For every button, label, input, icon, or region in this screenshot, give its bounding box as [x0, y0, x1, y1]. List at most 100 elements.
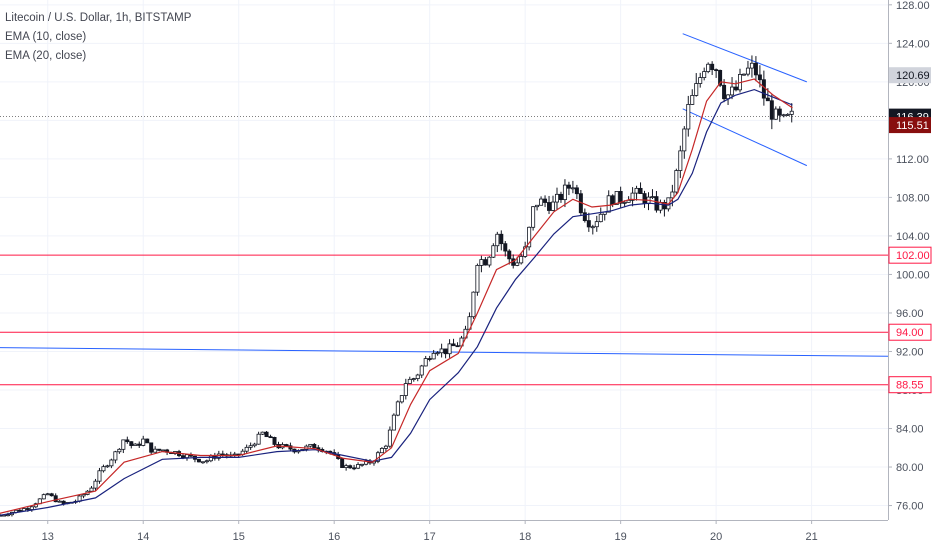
candle-body	[29, 506, 34, 510]
candle-body	[272, 437, 277, 445]
candle-body	[61, 500, 66, 505]
candle-body	[356, 464, 361, 469]
candle-body	[41, 494, 46, 500]
candle-body	[57, 500, 62, 503]
y-tick-label: 128.00	[896, 0, 930, 12]
candle-body	[507, 250, 512, 260]
candle-body	[435, 352, 440, 355]
candle-body	[344, 465, 349, 468]
candle-body	[547, 202, 552, 211]
x-tick-label: 19	[615, 531, 627, 543]
candle-body	[535, 204, 540, 208]
candle-body	[586, 220, 591, 228]
candle-body	[765, 97, 770, 102]
level-badge-label: 94.00	[896, 327, 924, 339]
candle-body	[698, 77, 703, 84]
candle-body	[340, 458, 345, 468]
candle-body	[642, 193, 647, 205]
level-badge-label: 88.55	[896, 380, 924, 392]
candle-body	[551, 201, 556, 211]
y-tick-label: 124.00	[896, 38, 930, 50]
candle-body	[519, 256, 524, 264]
candle-body	[260, 431, 265, 435]
candle-body	[582, 212, 587, 222]
y-tick-label: 96.00	[896, 308, 924, 320]
candle-body	[483, 259, 488, 266]
candle-body	[17, 509, 22, 512]
candle-body	[757, 74, 762, 81]
candle-body	[745, 67, 750, 75]
candle-body	[411, 378, 416, 380]
candle-body	[220, 453, 225, 456]
candle-body	[415, 374, 420, 379]
candle-body	[427, 358, 432, 360]
candle-body	[45, 493, 50, 496]
candle-body	[658, 201, 663, 211]
time-axis-bg	[0, 520, 932, 550]
x-tick-label: 20	[710, 531, 722, 543]
candle-body	[479, 259, 484, 266]
x-tick-label: 14	[137, 531, 149, 543]
candle-body	[5, 514, 10, 517]
candle-body	[181, 455, 186, 458]
candle-body	[443, 348, 448, 355]
candle-body	[419, 365, 424, 376]
candle-body	[590, 226, 595, 229]
candle-body	[618, 191, 623, 204]
candle-body	[451, 343, 456, 347]
price-axis-bg	[888, 0, 932, 550]
candle-body	[761, 79, 766, 99]
candle-body	[109, 459, 114, 467]
candle-body	[125, 439, 130, 443]
y-tick-label: 80.00	[896, 462, 924, 474]
trendline	[682, 33, 808, 83]
ema20-legend: EMA (20, close)	[5, 50, 87, 62]
candle-body	[531, 206, 536, 228]
candle-body	[308, 443, 313, 447]
trendline	[682, 108, 808, 167]
y-tick-label: 112.00	[896, 154, 929, 166]
candle-body	[312, 443, 317, 449]
candle-body	[360, 463, 365, 466]
candle-body	[554, 193, 559, 203]
candle-body	[216, 453, 221, 459]
candle-body	[495, 233, 500, 247]
y-tick-label: 84.00	[896, 424, 924, 436]
candle-body	[558, 193, 563, 201]
candle-body	[523, 246, 528, 257]
candle-body	[690, 95, 695, 105]
x-tick-label: 15	[233, 531, 245, 543]
price-badge-label: 115.51	[896, 120, 929, 132]
candle-body	[475, 265, 480, 293]
candle-body	[702, 71, 707, 78]
price-badge	[889, 117, 931, 134]
candle-body	[284, 444, 289, 447]
candle-body	[682, 128, 687, 152]
candle-body	[630, 192, 635, 201]
y-tick-label: 104.00	[896, 231, 930, 243]
x-tick-label: 16	[328, 531, 340, 543]
price-badge-label: 120.69	[896, 70, 930, 82]
candle-body	[455, 345, 460, 348]
ema10-legend: EMA (10, close)	[5, 31, 87, 43]
level-badge	[888, 376, 932, 394]
candle-body	[208, 455, 213, 462]
candle-body	[606, 195, 611, 213]
x-tick-label: 17	[424, 531, 436, 543]
candle-body	[773, 108, 778, 120]
y-tick-label: 108.00	[896, 192, 930, 204]
candle-body	[117, 448, 122, 453]
candle-body	[157, 448, 162, 451]
candle-body	[678, 150, 683, 171]
candle-body	[352, 467, 357, 470]
candle-body	[256, 433, 261, 445]
candle-body	[670, 191, 675, 199]
candle-body	[21, 508, 26, 512]
candle-body	[694, 83, 699, 96]
candle-body	[149, 442, 154, 453]
candle-body	[153, 448, 158, 453]
candle-body	[93, 480, 98, 489]
